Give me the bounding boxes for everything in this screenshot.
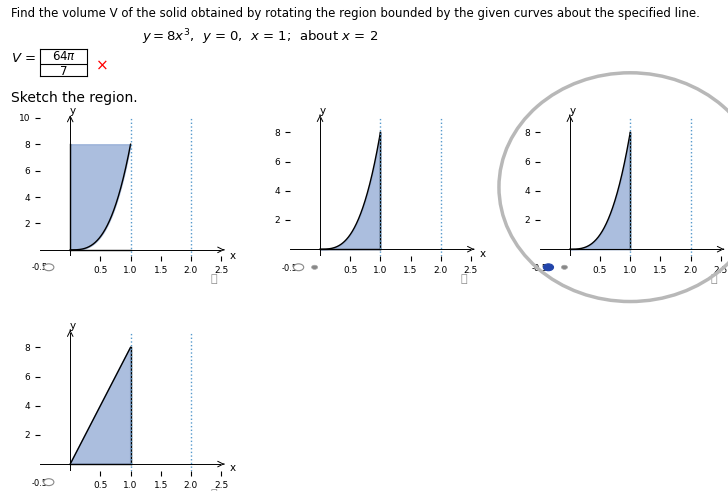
Text: $y = 8x^3$,  $y$ = 0,  $x$ = 1;  about $x$ = 2: $y = 8x^3$, $y$ = 0, $x$ = 1; about $x$ … <box>142 27 378 47</box>
Text: $\times$: $\times$ <box>95 58 107 73</box>
Text: y: y <box>70 106 76 116</box>
Text: y: y <box>320 107 326 116</box>
Text: y: y <box>70 321 76 331</box>
Text: Sketch the region.: Sketch the region. <box>11 91 138 105</box>
Text: x: x <box>480 248 486 259</box>
Text: ⓘ: ⓘ <box>211 273 218 284</box>
Text: ⓘ: ⓘ <box>711 273 717 284</box>
Text: x: x <box>230 464 237 473</box>
Text: ⓘ: ⓘ <box>211 489 218 491</box>
Polygon shape <box>70 347 130 464</box>
Text: ⓘ: ⓘ <box>461 273 467 284</box>
Text: $7$: $7$ <box>60 65 68 78</box>
Text: -0.5: -0.5 <box>32 479 48 488</box>
Text: y: y <box>570 107 576 116</box>
Text: -0.5: -0.5 <box>531 264 547 273</box>
Text: x: x <box>230 251 237 262</box>
Text: Find the volume V of the solid obtained by rotating the region bounded by the gi: Find the volume V of the solid obtained … <box>11 7 700 20</box>
Text: $V$ =: $V$ = <box>11 52 36 64</box>
Text: $64\pi$: $64\pi$ <box>52 50 76 63</box>
Text: -0.5: -0.5 <box>32 263 48 272</box>
Text: -0.5: -0.5 <box>282 264 298 273</box>
